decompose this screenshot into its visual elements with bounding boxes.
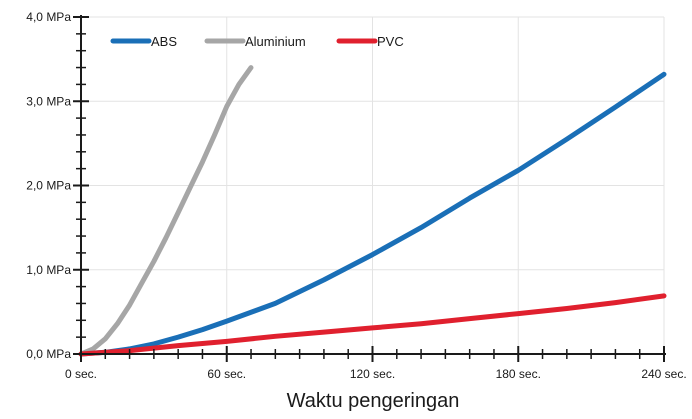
- x-tick-label: 0 sec.: [65, 367, 97, 381]
- series-line-pvc: [78, 293, 667, 357]
- y-tick-label: 1,0 MPa: [26, 263, 71, 277]
- series-line-aluminium: [78, 65, 254, 357]
- x-tick-label: 120 sec.: [350, 367, 395, 381]
- y-tick-label: 0,0 MPa: [26, 347, 71, 361]
- grid: [81, 16, 665, 354]
- series-line-abs: [78, 71, 667, 357]
- series-layer: [78, 65, 667, 357]
- x-tick-label: 180 sec.: [496, 367, 541, 381]
- legend: ABS Aluminium PVC: [110, 34, 404, 49]
- legend-label-pvc: PVC: [377, 34, 404, 49]
- axes: 0,0 MPa 1,0 MPa 2,0 MPa 3,0 MPa 4,0 MPa 0 sec…: [26, 10, 686, 381]
- y-tick-label: 4,0 MPa: [26, 10, 71, 24]
- x-tick-label: 240 sec.: [641, 367, 686, 381]
- y-tick-label: 3,0 MPa: [26, 94, 71, 108]
- y-tick-label: 2,0 MPa: [26, 179, 71, 193]
- x-axis-title: Waktu pengeringan: [287, 390, 460, 412]
- legend-label-abs: ABS: [151, 34, 177, 49]
- legend-label-aluminium: Aluminium: [245, 34, 306, 49]
- x-tick-label: 60 sec.: [207, 367, 246, 381]
